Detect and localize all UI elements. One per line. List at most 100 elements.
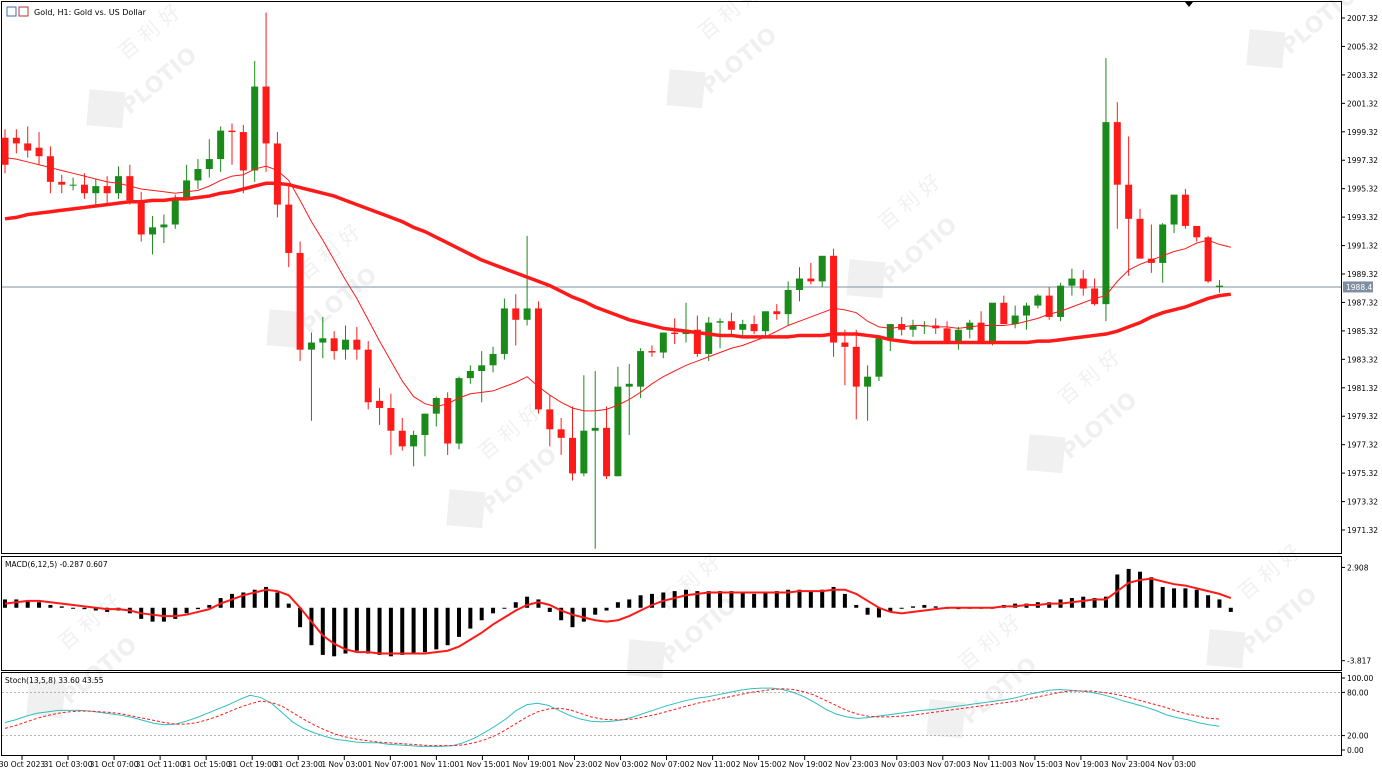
macd-bar <box>309 607 314 646</box>
price-tick-label: 1999.32 <box>1347 128 1378 137</box>
macd-bar <box>400 607 405 655</box>
candle-body <box>489 353 497 366</box>
macd-bar <box>332 607 337 657</box>
macd-pane[interactable] <box>1 556 1342 671</box>
watermark-diamond <box>266 309 306 349</box>
macd-bar <box>82 607 87 610</box>
time-tick-label: 3 Nov 19:00 <box>1058 760 1104 769</box>
candle-body <box>977 322 985 342</box>
time-tick-label: 1 Nov 07:00 <box>367 760 413 769</box>
time-tick-label: 3 Nov 11:00 <box>966 760 1012 769</box>
candle-body <box>830 255 838 343</box>
macd-bar <box>1228 607 1233 612</box>
candle-body <box>330 338 338 352</box>
time-tick-label: 31 Oct 03:00 <box>44 760 93 769</box>
time-tick-label: 3 Nov 15:00 <box>1012 760 1058 769</box>
macd-bar <box>547 607 552 612</box>
macd-bar <box>706 591 711 608</box>
candle-body <box>569 437 576 474</box>
time-tick-label: 3 Nov 07:00 <box>920 760 966 769</box>
price-pane[interactable] <box>1 1 1342 554</box>
time-tick-label: 3 Nov 23:00 <box>1104 760 1150 769</box>
macd-bar <box>1092 598 1097 608</box>
macd-bar <box>37 602 42 608</box>
price-tick-label: 2005.32 <box>1347 42 1378 51</box>
macd-bar <box>422 607 427 653</box>
macd-bar <box>377 607 382 655</box>
candle-body <box>875 338 883 377</box>
macd-bar <box>1047 602 1052 608</box>
candle-body <box>1079 278 1087 289</box>
macd-bar <box>604 607 609 611</box>
candle-body <box>342 339 349 350</box>
macd-bar <box>831 586 836 608</box>
candle-body <box>1045 295 1053 317</box>
macd-bar <box>468 607 473 629</box>
candle-body <box>296 252 304 350</box>
candle-body <box>1091 288 1099 305</box>
macd-bar <box>320 607 325 655</box>
price-tick-label: 2001.32 <box>1347 99 1378 108</box>
candle-body <box>432 398 440 414</box>
macd-tick-label: 2.908 <box>1347 563 1369 572</box>
chart-shift-marker[interactable] <box>1185 2 1193 7</box>
candle-body <box>886 324 894 339</box>
time-tick-label: 31 Oct 19:00 <box>228 760 277 769</box>
candle-body <box>160 224 168 228</box>
candle-body <box>126 176 134 201</box>
stoch-pane[interactable] <box>1 672 1342 756</box>
candle-body <box>58 181 66 185</box>
candle-body <box>421 413 429 435</box>
candle-body <box>1170 194 1178 225</box>
macd-bar <box>570 607 575 628</box>
candle-body <box>954 329 962 342</box>
candle-body <box>307 342 315 350</box>
candle-body <box>228 130 236 133</box>
candle-body <box>205 159 213 170</box>
macd-bar <box>502 607 507 609</box>
price-tick-label: 1973.32 <box>1347 498 1378 507</box>
candle-body <box>852 346 860 387</box>
candle-body <box>784 289 792 315</box>
macd-bar <box>161 607 166 622</box>
candle-body <box>251 86 259 171</box>
candle-body <box>1181 194 1189 226</box>
macd-bar <box>457 607 461 637</box>
macd-bar <box>1160 586 1165 608</box>
candle-body <box>648 351 656 353</box>
candle-body <box>603 427 611 477</box>
macd-bar <box>48 604 53 608</box>
candle-body <box>727 321 735 330</box>
candle-body <box>1125 184 1133 219</box>
macd-bar <box>786 589 791 608</box>
candle-body <box>398 430 406 447</box>
time-tick-label: 3 Nov 03:00 <box>874 760 920 769</box>
candle-body <box>103 186 111 194</box>
macd-bar <box>899 607 904 609</box>
price-tick-label: 1977.32 <box>1347 441 1378 450</box>
candle-body <box>12 137 20 144</box>
time-tick-label: 31 Oct 15:00 <box>182 760 231 769</box>
candle-body <box>841 342 849 347</box>
ma-fast-line <box>4 157 1231 412</box>
stoch-tick-label: 80.00 <box>1347 688 1369 697</box>
macd-bar <box>797 589 802 608</box>
candle-body <box>69 184 77 186</box>
macd-bar <box>275 592 280 608</box>
candle-body <box>478 365 486 371</box>
price-tick-label: 1975.32 <box>1347 469 1378 478</box>
candle-body <box>909 325 917 330</box>
macd-bar <box>388 607 393 657</box>
candle-body <box>523 308 531 320</box>
price-tick-label: 1987.32 <box>1347 298 1378 307</box>
macd-bar <box>173 607 178 619</box>
candle-body <box>1023 305 1030 316</box>
price-tick-label: 1979.32 <box>1347 412 1378 421</box>
watermark-diamond <box>626 639 666 679</box>
watermark-diamond <box>1206 629 1246 669</box>
macd-bar <box>649 593 654 608</box>
macd-bar <box>808 591 813 608</box>
